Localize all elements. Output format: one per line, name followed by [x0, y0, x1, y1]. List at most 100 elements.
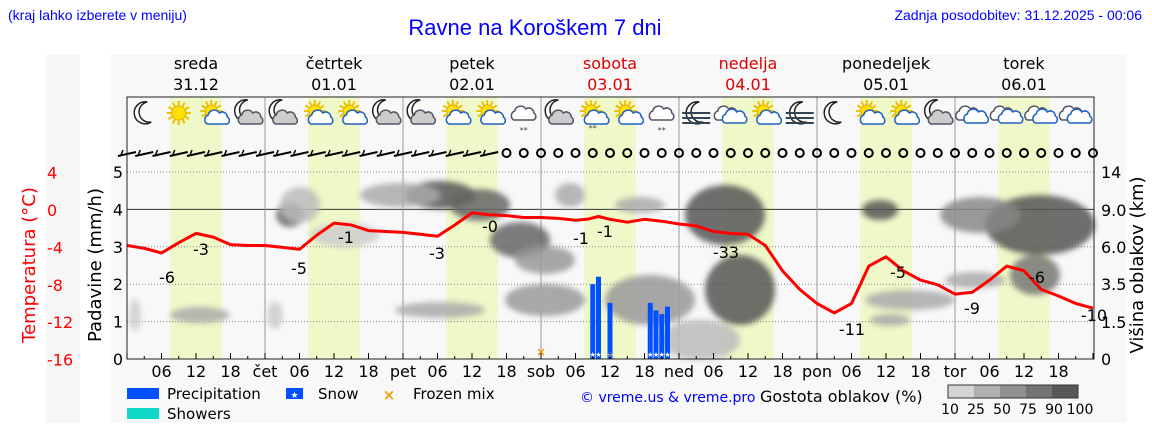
svg-text:3: 3 — [113, 238, 123, 257]
svg-text:1: 1 — [113, 313, 123, 332]
day-name: sreda — [174, 54, 218, 73]
moon-fog-icon — [785, 101, 814, 125]
day-labels: sreda 31.12 četrtek 01.01 petek 02.01 sobota 03… — [173, 54, 1047, 94]
svg-text:0: 0 — [113, 350, 123, 369]
temperature-labels: -6-3-5-1-3-0-1 -1-33-11-5-9-6-10 — [159, 217, 1107, 339]
svg-text:5: 5 — [113, 163, 123, 182]
copyright-link[interactable]: © vreme.us & vreme.pro — [580, 390, 755, 406]
temp-label: -6 — [1029, 268, 1045, 287]
svg-text:ned: ned — [664, 362, 694, 381]
location-menu-hint[interactable]: (kraj lahko izberete v meniju) — [8, 7, 187, 23]
day-date: 31.12 — [173, 75, 219, 94]
svg-text:12: 12 — [462, 362, 482, 381]
svg-text:18: 18 — [496, 362, 516, 381]
svg-text:06: 06 — [151, 362, 171, 381]
svg-text:18: 18 — [634, 362, 654, 381]
precip-bar — [653, 310, 659, 359]
precip-bar — [590, 284, 596, 359]
svg-text:0: 0 — [47, 201, 57, 220]
day-date: 04.01 — [725, 75, 771, 94]
svg-text:12: 12 — [186, 362, 206, 381]
temp-label: -3 — [429, 244, 445, 263]
moon-cloud-icon — [923, 99, 954, 125]
svg-text:čet: čet — [253, 362, 278, 381]
svg-text:Snow: Snow — [318, 385, 358, 403]
legend: Precipitation ★ Snow × Frozen mix Showers © vr… — [127, 384, 1094, 423]
svg-text:100: 100 — [1067, 402, 1094, 418]
temperature-line — [126, 211, 1094, 315]
svg-text:12: 12 — [876, 362, 896, 381]
temp-label: -5 — [890, 263, 906, 282]
moon-cloud-icon — [544, 99, 575, 125]
sun-cloud-snow-icon: ** — [579, 100, 610, 133]
day-date: 06.01 — [1001, 75, 1047, 94]
day-name: nedelja — [719, 54, 778, 73]
svg-text:-8: -8 — [47, 276, 63, 295]
wind-row — [117, 148, 1098, 158]
sun-cloud-icon — [855, 100, 886, 125]
last-update: Zadnja posodobitev: 31.12.2025 - 00:06 — [894, 7, 1142, 23]
precip-bar — [659, 314, 665, 359]
temp-label: -0 — [482, 217, 498, 236]
svg-text:★: ★ — [664, 351, 670, 359]
moon-fog-icon — [682, 101, 711, 125]
svg-text:06: 06 — [289, 362, 309, 381]
svg-text:18: 18 — [220, 362, 240, 381]
sun-cloud-icon — [890, 100, 921, 125]
temp-label: -1 — [573, 229, 589, 248]
svg-text:★: ★ — [590, 351, 596, 359]
svg-text:3.5: 3.5 — [1101, 275, 1126, 294]
svg-text:★: ★ — [653, 351, 659, 359]
svg-text:sob: sob — [527, 362, 555, 381]
svg-text:Precipitation: Precipitation — [167, 385, 261, 403]
svg-text:Frozen mix: Frozen mix — [413, 385, 495, 403]
svg-text:12: 12 — [1014, 362, 1034, 381]
day-name: ponedeljek — [842, 54, 931, 73]
x-tick-labels: 06 12 18 čet 06 12 18 pet 06 12 18 sob 06 12 18 ned 06 12… — [151, 362, 1068, 381]
day-name: torek — [1003, 54, 1045, 73]
cloud-icon — [989, 105, 1024, 124]
temp-label: -3 — [193, 240, 209, 259]
temp-label: -9 — [964, 299, 980, 318]
svg-text:12: 12 — [738, 362, 758, 381]
cloud-snow-icon: ** — [510, 105, 537, 135]
day-date: 01.01 — [311, 75, 357, 94]
svg-text:0: 0 — [1101, 350, 1111, 369]
temp-label: -33 — [713, 243, 739, 262]
cloud-icon — [955, 105, 990, 124]
svg-text:★: ★ — [595, 351, 601, 359]
svg-text:18: 18 — [910, 362, 930, 381]
temp-label: -1 — [597, 222, 613, 241]
svg-text:**: ** — [520, 126, 528, 135]
precipitation-bars: ★★★★★★★× — [536, 276, 671, 359]
moon-icon — [133, 101, 152, 125]
svg-text:06: 06 — [979, 362, 999, 381]
day-name: sobota — [583, 54, 637, 73]
sun-cloud-icon — [441, 100, 472, 125]
sun-cloud-icon — [752, 100, 783, 125]
svg-text:×: × — [536, 345, 546, 359]
svg-text:90: 90 — [1045, 402, 1063, 418]
svg-text:2: 2 — [113, 275, 123, 294]
daylight-bands — [170, 97, 1050, 359]
moon-cloud-icon — [406, 99, 437, 125]
svg-text:12: 12 — [324, 362, 344, 381]
svg-text:★: ★ — [290, 391, 298, 401]
cloud-snow-icon: ** — [648, 105, 675, 135]
svg-text:50: 50 — [993, 402, 1011, 418]
axes: 5 4 3 2 1 0 4 0 -4 -8 -12 -16 14 9.0 6.0 3.5 1.5 0 Tempera… — [19, 96, 1148, 370]
svg-text:Showers: Showers — [167, 405, 231, 423]
moon-cloud-icon — [233, 99, 264, 125]
svg-text:06: 06 — [841, 362, 861, 381]
precip-bar — [607, 302, 613, 359]
cloud-icon — [1058, 105, 1093, 124]
temp-label: -6 — [159, 268, 175, 287]
day-name: petek — [449, 54, 495, 73]
temp-axis-panel — [46, 55, 80, 423]
svg-text:pet: pet — [390, 362, 416, 381]
svg-text:6.0: 6.0 — [1101, 238, 1126, 257]
svg-text:pon: pon — [802, 362, 832, 381]
svg-text:-16: -16 — [47, 351, 73, 370]
svg-text:**: ** — [658, 126, 666, 135]
svg-text:75: 75 — [1019, 402, 1037, 418]
